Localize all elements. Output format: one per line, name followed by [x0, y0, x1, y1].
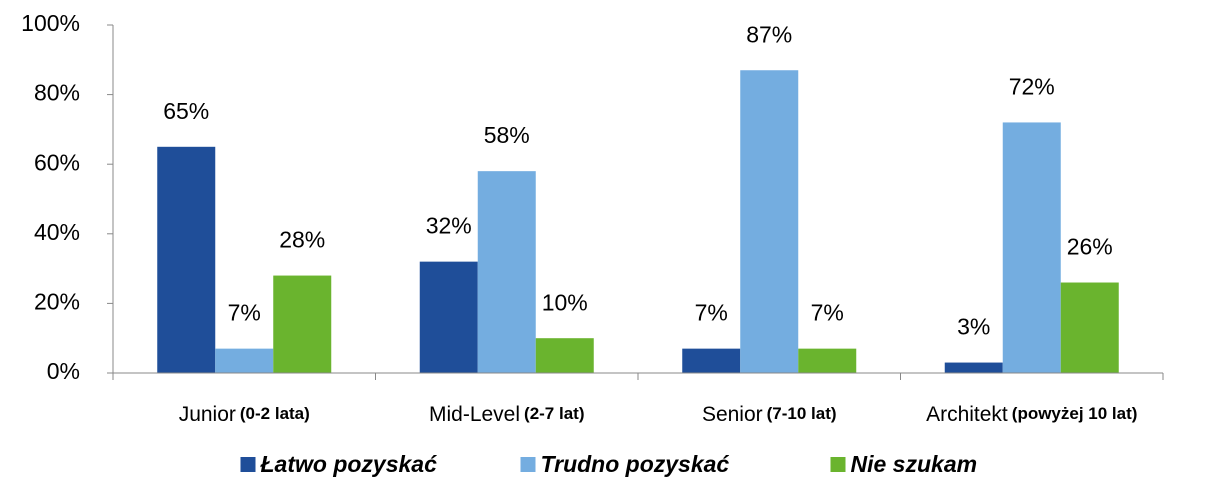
y-tick-label: 20% — [34, 288, 80, 314]
category-note: (7-10 lat) — [767, 404, 837, 423]
value-label: 72% — [1009, 74, 1055, 100]
y-tick-label: 0% — [47, 358, 80, 384]
category-note: (0-2 lata) — [240, 404, 310, 423]
value-label: 87% — [746, 21, 792, 47]
legend-swatch — [240, 457, 256, 472]
x-tick-label: Mid-Level (2-7 lat) — [429, 403, 585, 426]
bar — [215, 348, 274, 373]
bar — [1002, 122, 1061, 373]
legend-swatch — [830, 457, 846, 472]
bar — [1060, 282, 1119, 373]
y-tick-label: 80% — [34, 80, 80, 106]
value-label: 65% — [163, 98, 209, 124]
bar — [419, 261, 478, 373]
value-label: 10% — [542, 289, 588, 315]
category-name: Architekt — [926, 403, 1008, 426]
legend-label: Trudno pozyskać — [541, 451, 730, 477]
bar — [798, 348, 857, 373]
bar — [740, 70, 799, 374]
value-label: 3% — [957, 314, 990, 340]
legend-label: Łatwo pozyskać — [260, 451, 438, 477]
value-label: 32% — [426, 213, 472, 239]
x-tick-label: Junior (0-2 lata) — [179, 403, 310, 426]
legend-label: Nie szukam — [851, 451, 978, 477]
bar — [273, 275, 332, 373]
category-name: Junior — [179, 403, 236, 426]
value-label: 7% — [811, 300, 844, 326]
bar — [477, 171, 536, 373]
y-tick-label: 100% — [21, 10, 80, 36]
category-name: Senior — [702, 403, 763, 426]
x-tick-label: Architekt (powyżej 10 lat) — [926, 403, 1137, 426]
value-label: 7% — [228, 300, 261, 326]
bar — [535, 338, 594, 373]
x-tick-label: Senior (7-10 lat) — [702, 403, 837, 426]
category-note: (powyżej 10 lat) — [1012, 404, 1138, 423]
legend-swatch — [520, 457, 536, 472]
value-label: 58% — [484, 122, 530, 148]
category-name: Mid-Level — [429, 403, 520, 426]
category-note: (2-7 lat) — [524, 404, 584, 423]
value-label: 7% — [695, 300, 728, 326]
bar — [682, 348, 741, 373]
y-tick-label: 60% — [34, 149, 80, 175]
y-tick-label: 40% — [34, 219, 80, 245]
bar — [944, 362, 1003, 373]
bar — [157, 146, 216, 373]
value-label: 28% — [279, 227, 325, 253]
value-label: 26% — [1067, 234, 1113, 260]
